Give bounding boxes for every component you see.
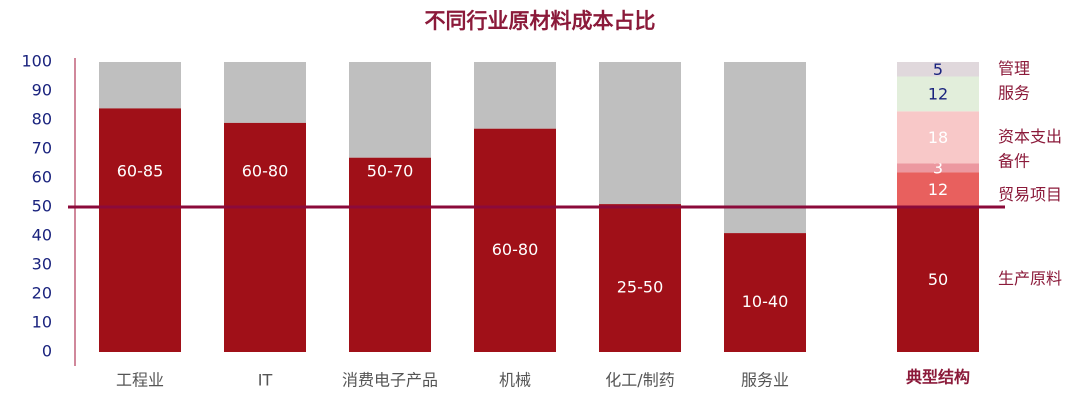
x-tick-label: 机械 xyxy=(499,371,531,390)
legend-label: 管理 xyxy=(998,59,1030,78)
segment-label: 18 xyxy=(928,128,948,147)
legend-label: 备件 xyxy=(998,151,1030,170)
typical-segment xyxy=(897,172,979,207)
bar-rest xyxy=(224,62,306,123)
range-label: 60-80 xyxy=(242,162,289,181)
y-tick-label: 80 xyxy=(32,110,52,129)
chart-title: 不同行业原材料成本占比 xyxy=(425,9,656,33)
x-tick-label: IT xyxy=(258,371,273,390)
y-tick-label: 0 xyxy=(42,342,52,361)
bar xyxy=(99,108,181,353)
legend-label: 贸易项目 xyxy=(998,185,1062,204)
segment-label: 3 xyxy=(933,158,943,177)
typical-segment xyxy=(897,163,979,173)
legend-label: 资本支出 xyxy=(998,127,1062,146)
y-tick-label: 50 xyxy=(32,197,52,216)
x-tick-label: 消费电子产品 xyxy=(342,371,438,390)
y-tick-label: 20 xyxy=(32,284,52,303)
range-label: 25-50 xyxy=(617,278,664,297)
y-tick-label: 40 xyxy=(32,226,52,245)
segment-label: 50 xyxy=(928,270,948,289)
bar xyxy=(474,128,556,352)
x-tick-label: 化工/制药 xyxy=(605,371,674,390)
range-label: 10-40 xyxy=(742,292,789,311)
bar xyxy=(724,233,806,352)
x-tick-label: 典型结构 xyxy=(906,368,970,387)
typical-segment xyxy=(897,207,979,352)
y-tick-label: 100 xyxy=(21,52,52,71)
range-label: 50-70 xyxy=(367,162,414,181)
legend-label: 服务 xyxy=(998,83,1030,102)
bar-rest xyxy=(99,62,181,109)
segment-label: 12 xyxy=(928,180,948,199)
range-label: 60-80 xyxy=(492,240,539,259)
segment-label: 12 xyxy=(928,84,948,103)
legend-label: 生产原料 xyxy=(998,269,1062,288)
typical-segment xyxy=(897,111,979,164)
bar-rest xyxy=(599,62,681,205)
bar xyxy=(599,204,681,352)
y-tick-label: 70 xyxy=(32,139,52,158)
bar-rest xyxy=(349,62,431,158)
bar xyxy=(224,122,306,353)
y-tick-label: 90 xyxy=(32,81,52,100)
bar xyxy=(349,157,431,352)
bar-rest xyxy=(474,62,556,129)
bar-rest xyxy=(724,62,806,234)
range-label: 60-85 xyxy=(117,162,164,181)
typical-segment xyxy=(897,76,979,112)
y-tick-label: 10 xyxy=(32,313,52,332)
typical-segment xyxy=(897,62,979,77)
x-tick-label: 服务业 xyxy=(741,371,789,390)
segment-label: 5 xyxy=(933,60,943,79)
y-tick-label: 30 xyxy=(32,255,52,274)
x-tick-label: 工程业 xyxy=(116,371,164,390)
y-tick-label: 60 xyxy=(32,168,52,187)
